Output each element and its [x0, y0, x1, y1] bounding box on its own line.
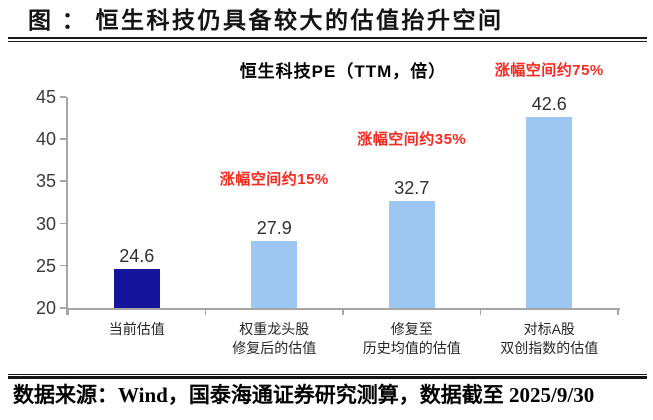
y-axis-tick-label: 30 [35, 213, 56, 234]
x-axis-category-label: 当前估值 [65, 320, 209, 339]
y-axis-tick [60, 96, 66, 98]
bar-value-label: 42.6 [531, 94, 567, 115]
x-axis-tick [342, 310, 344, 315]
figure-title: 图 ： 恒生科技仍具备较大的估值抬升空间 [28, 8, 504, 33]
y-axis-tick [60, 264, 66, 267]
x-axis-category-label: 修复至历史均值的估值 [340, 320, 484, 358]
bar-value-label: 24.6 [119, 246, 155, 267]
gain-annotation: 涨幅空间约35% [357, 130, 467, 148]
x-axis-category-line: 对标A股 [523, 321, 575, 337]
y-axis-tick-label: 20 [35, 298, 56, 318]
chart-bar [251, 241, 298, 308]
x-axis-category-line: 双创指数的估值 [500, 340, 599, 356]
y-axis-tick [60, 180, 66, 182]
chart-bar [526, 117, 573, 308]
x-axis-category-line: 修复后的估值 [232, 340, 317, 356]
gain-annotation: 涨幅空间约75% [494, 62, 604, 79]
chart-bar [388, 200, 435, 308]
data-source-note: 数据来源：Wind，国泰海通证券研究测算，数据截至 2025/9/30 [13, 383, 595, 407]
x-axis-tick [479, 310, 481, 315]
y-axis-tick-label: 35 [35, 171, 56, 192]
chart-title: 恒生科技PE（TTM，倍） [239, 62, 447, 81]
gain-annotation: 涨幅空间约15% [219, 171, 329, 189]
y-axis-tick [60, 222, 66, 225]
bar-value-label: 27.9 [256, 218, 292, 239]
y-axis-tick-label: 25 [35, 255, 56, 276]
y-axis-line [66, 97, 68, 315]
x-axis-category-line: 当前估值 [108, 321, 165, 337]
x-axis-tick [617, 310, 619, 315]
title-divider [8, 37, 647, 42]
footer-divider [8, 374, 647, 379]
y-axis-tick [60, 138, 66, 140]
x-axis-tick [204, 310, 206, 315]
x-axis-category-line: 历史均值的估值 [362, 340, 461, 356]
bar-value-label: 32.7 [394, 177, 430, 198]
x-axis-category-label: 权重龙头股修复后的估值 [202, 320, 346, 358]
x-axis-line [66, 308, 620, 310]
x-axis-tick [67, 310, 69, 315]
x-axis-category-line: 修复至 [390, 321, 433, 337]
y-axis-tick [60, 307, 66, 309]
y-axis-tick-label: 40 [35, 129, 56, 150]
y-axis-tick-label: 45 [35, 87, 56, 107]
chart-bar [113, 269, 160, 308]
x-axis-category-line: 权重龙头股 [239, 321, 310, 337]
x-axis-category-label: 对标A股双创指数的估值 [477, 320, 621, 358]
